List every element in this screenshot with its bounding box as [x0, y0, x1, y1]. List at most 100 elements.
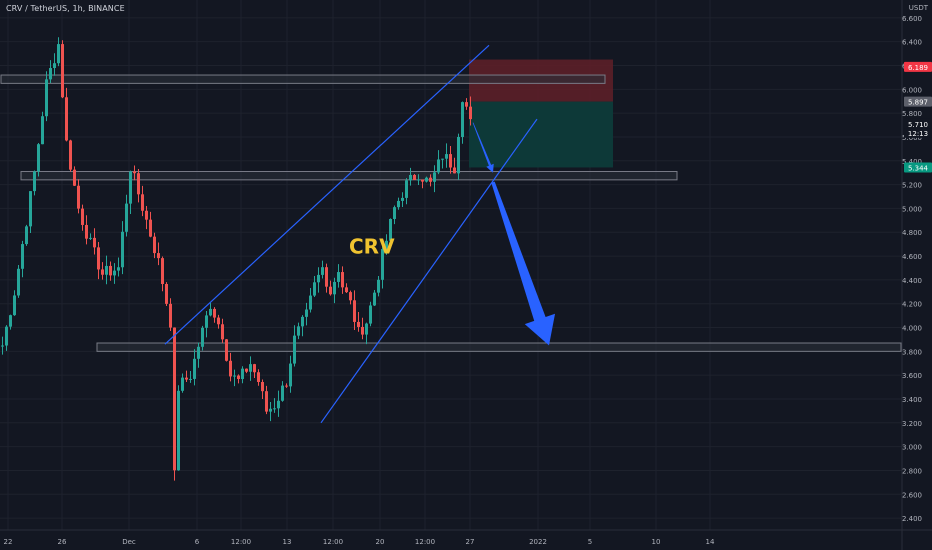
- candle-down: [93, 237, 96, 248]
- candle-up: [233, 375, 236, 377]
- candle-up: [197, 346, 200, 359]
- price-badge-bg: [904, 96, 932, 107]
- candle-up: [105, 265, 108, 275]
- zone-mid: [20, 171, 678, 181]
- x-tick-label: 14: [706, 538, 715, 546]
- candle-up: [9, 315, 12, 327]
- candle-up: [297, 326, 300, 336]
- candle-up: [461, 102, 464, 137]
- crv-label: CRV: [349, 235, 395, 259]
- candle-up: [317, 274, 320, 283]
- x-tick-label: 22: [4, 538, 13, 546]
- candle-down: [361, 326, 364, 335]
- symbol-header[interactable]: CRV / TetherUS, 1h, BINANCE: [6, 4, 125, 13]
- y-tick-label: 3.600: [902, 372, 922, 380]
- x-tick-label: 6: [195, 538, 200, 546]
- candle-up: [273, 408, 276, 410]
- candle-up: [41, 116, 44, 145]
- candle-up: [21, 244, 24, 269]
- candle-down: [325, 267, 328, 287]
- y-tick-label: 5.000: [902, 205, 922, 213]
- candle-up: [45, 79, 48, 117]
- candle-down: [221, 324, 224, 340]
- candle-down: [77, 185, 80, 209]
- price-badge-text: 5.710: [908, 121, 928, 129]
- candle-up: [189, 378, 192, 380]
- candle-up: [37, 144, 40, 172]
- candle-down: [421, 179, 424, 182]
- candle-up: [181, 377, 184, 391]
- candle-down: [353, 300, 356, 322]
- candle-down: [169, 303, 172, 328]
- x-tick-label: 2022: [529, 538, 547, 546]
- y-tick-label: 3.000: [902, 444, 922, 452]
- x-tick-label: 12:00: [323, 538, 343, 546]
- x-tick-label: 12:00: [231, 538, 251, 546]
- big-down-arrow: [491, 181, 556, 346]
- candle-up: [177, 390, 180, 471]
- candle-down: [349, 292, 352, 301]
- candle-down: [225, 339, 228, 361]
- candle-down: [329, 286, 332, 295]
- candle-up: [301, 316, 304, 327]
- upper-channel-line: [164, 44, 490, 345]
- zone-bottom: [96, 342, 902, 352]
- candles: [1, 37, 472, 481]
- y-tick-label: 2.600: [902, 491, 922, 499]
- price-badge-text: 5.897: [908, 99, 928, 107]
- candle-down: [413, 174, 416, 181]
- x-tick-label: 20: [376, 538, 385, 546]
- candle-up: [241, 368, 244, 380]
- candle-up: [385, 240, 388, 250]
- candle-up: [381, 249, 384, 280]
- candle-up: [53, 63, 56, 69]
- candle-down: [81, 208, 84, 225]
- y-tick-label: 2.800: [902, 467, 922, 475]
- price-badge-sub-bg: [904, 128, 932, 138]
- candle-down: [85, 224, 88, 239]
- candle-up: [389, 218, 392, 241]
- price-badge-countdown: 12:13: [908, 130, 928, 138]
- candle-up: [129, 171, 132, 204]
- candle-up: [117, 267, 120, 271]
- x-tick-label: 10: [652, 538, 661, 546]
- candle-up: [13, 295, 16, 316]
- candle-up: [193, 358, 196, 379]
- candle-down: [261, 381, 264, 392]
- candle-down: [265, 391, 268, 412]
- candle-down: [137, 173, 140, 195]
- candle-up: [249, 364, 252, 372]
- candle-up: [1, 345, 4, 347]
- candle-up: [445, 154, 448, 159]
- zone-top: [0, 74, 606, 84]
- candle-down: [101, 269, 104, 275]
- candle-up: [29, 191, 32, 227]
- price-badge-text: 5.344: [908, 164, 929, 172]
- candle-down: [217, 317, 220, 325]
- candle-down: [109, 265, 112, 276]
- candle-down: [97, 247, 100, 270]
- candle-up: [333, 281, 336, 295]
- candle-up: [373, 292, 376, 306]
- candle-up: [313, 282, 316, 296]
- candle-down: [345, 287, 348, 293]
- y-tick-label: 4.600: [902, 253, 922, 261]
- candle-down: [149, 219, 152, 237]
- y-tick-label: 4.400: [902, 277, 922, 285]
- candle-down: [285, 385, 288, 387]
- candle-down: [465, 102, 468, 107]
- candle-up: [397, 200, 400, 208]
- candle-down: [61, 44, 64, 98]
- candle-up: [401, 197, 404, 201]
- y-tick-label: 5.800: [902, 110, 922, 118]
- candle-up: [337, 272, 340, 282]
- candle-down: [237, 375, 240, 380]
- y-tick-label: 3.200: [902, 420, 922, 428]
- candle-down: [69, 140, 72, 170]
- candle-up: [305, 309, 308, 317]
- candle-up: [121, 231, 124, 268]
- y-tick-label: 5.400: [902, 158, 922, 166]
